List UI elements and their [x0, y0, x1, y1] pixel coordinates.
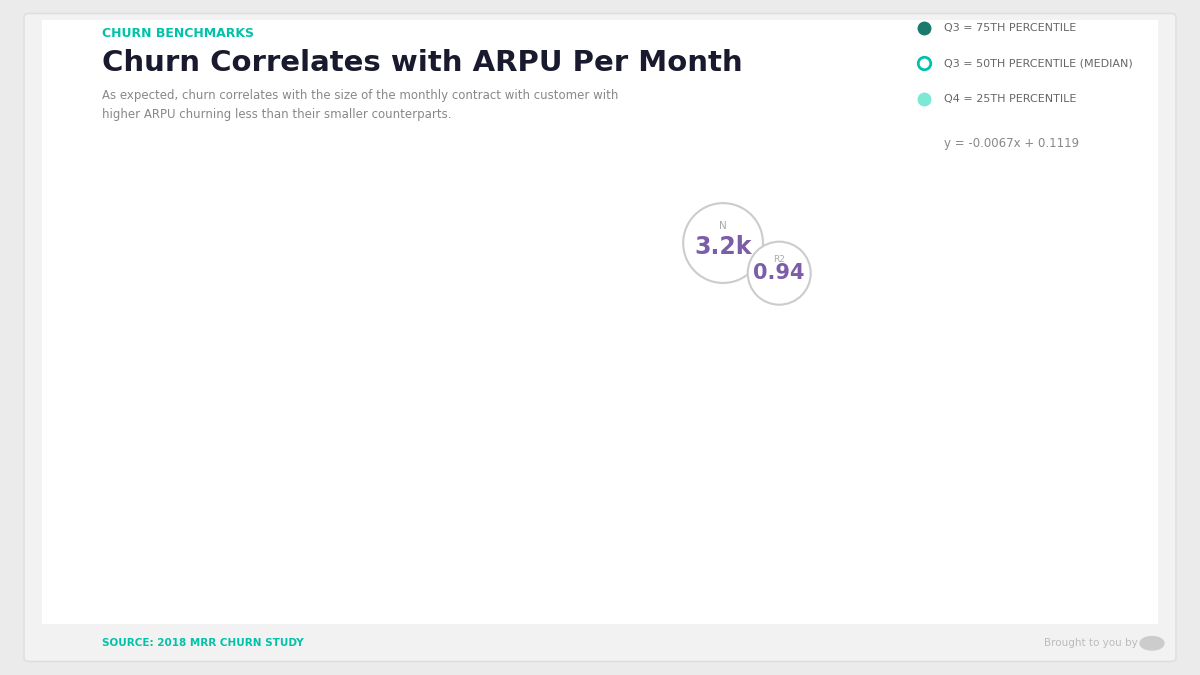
- Text: R2: R2: [773, 255, 785, 264]
- Point: [619, 466, 638, 477]
- Point: [760, 481, 779, 491]
- Point: [198, 452, 217, 463]
- Point: [548, 441, 568, 452]
- Point: [338, 279, 358, 290]
- Point: [829, 499, 848, 510]
- X-axis label: ARPU PER MONTH: ARPU PER MONTH: [436, 593, 554, 606]
- Text: 7.07%: 7.07%: [439, 423, 472, 433]
- Point: [408, 484, 427, 495]
- Text: y = -0.0067x + 0.1119: y = -0.0067x + 0.1119: [944, 137, 1080, 150]
- Point: [548, 323, 568, 333]
- Text: Brought to you by: Brought to you by: [1044, 639, 1138, 648]
- Text: 4.73%: 4.73%: [720, 464, 752, 475]
- Y-axis label: MONTHLY REVENUE CHURN %: MONTHLY REVENUE CHURN %: [42, 276, 55, 453]
- Point: [198, 383, 217, 394]
- Point: [268, 386, 287, 397]
- Text: As expected, churn correlates with the size of the monthly contract with custome: As expected, churn correlates with the s…: [102, 89, 618, 121]
- Text: Churn Correlates with ARPU Per Month: Churn Correlates with ARPU Per Month: [102, 49, 743, 76]
- Point: [689, 507, 708, 518]
- Text: 2.78%: 2.78%: [860, 499, 893, 509]
- Text: 3.78%: 3.78%: [790, 481, 823, 491]
- Point: [127, 473, 146, 484]
- Text: 9.14%: 9.14%: [299, 386, 331, 396]
- Text: 6.06%: 6.06%: [580, 441, 612, 451]
- Text: N: N: [719, 221, 727, 231]
- Point: [479, 490, 498, 501]
- Point: [619, 510, 638, 520]
- Point: [408, 423, 427, 433]
- Point: [268, 264, 287, 275]
- Text: CHURN BENCHMARKS: CHURN BENCHMARKS: [102, 27, 254, 40]
- Point: [198, 259, 217, 270]
- Point: [619, 430, 638, 441]
- Point: [829, 525, 848, 536]
- Text: 6.57%: 6.57%: [509, 432, 542, 442]
- Text: 8.71%: 8.71%: [158, 394, 191, 404]
- Text: 4.65%: 4.65%: [649, 466, 683, 476]
- Point: [760, 438, 779, 449]
- Point: [127, 394, 146, 404]
- Point: [689, 464, 708, 475]
- Point: [760, 520, 779, 531]
- Text: 9.30%: 9.30%: [228, 383, 262, 394]
- Text: SOURCE: 2018 MRR CHURN STUDY: SOURCE: 2018 MRR CHURN STUDY: [102, 639, 304, 648]
- Text: 3.2k: 3.2k: [695, 235, 752, 259]
- Point: [829, 472, 848, 483]
- Point: [689, 431, 708, 441]
- Text: Q3 = 50TH PERCENTILE (MEDIAN): Q3 = 50TH PERCENTILE (MEDIAN): [944, 59, 1133, 68]
- Point: [408, 325, 427, 335]
- Text: 8.60%: 8.60%: [368, 396, 402, 406]
- Point: [338, 458, 358, 468]
- Point: [479, 300, 498, 310]
- Point: [338, 396, 358, 406]
- Point: [548, 492, 568, 503]
- Text: Q4 = 25TH PERCENTILE: Q4 = 25TH PERCENTILE: [944, 94, 1076, 103]
- Point: [268, 449, 287, 460]
- Point: [127, 331, 146, 342]
- Text: Q3 = 75TH PERCENTILE: Q3 = 75TH PERCENTILE: [944, 24, 1076, 33]
- Text: 0.94: 0.94: [754, 263, 805, 284]
- Point: [479, 431, 498, 442]
